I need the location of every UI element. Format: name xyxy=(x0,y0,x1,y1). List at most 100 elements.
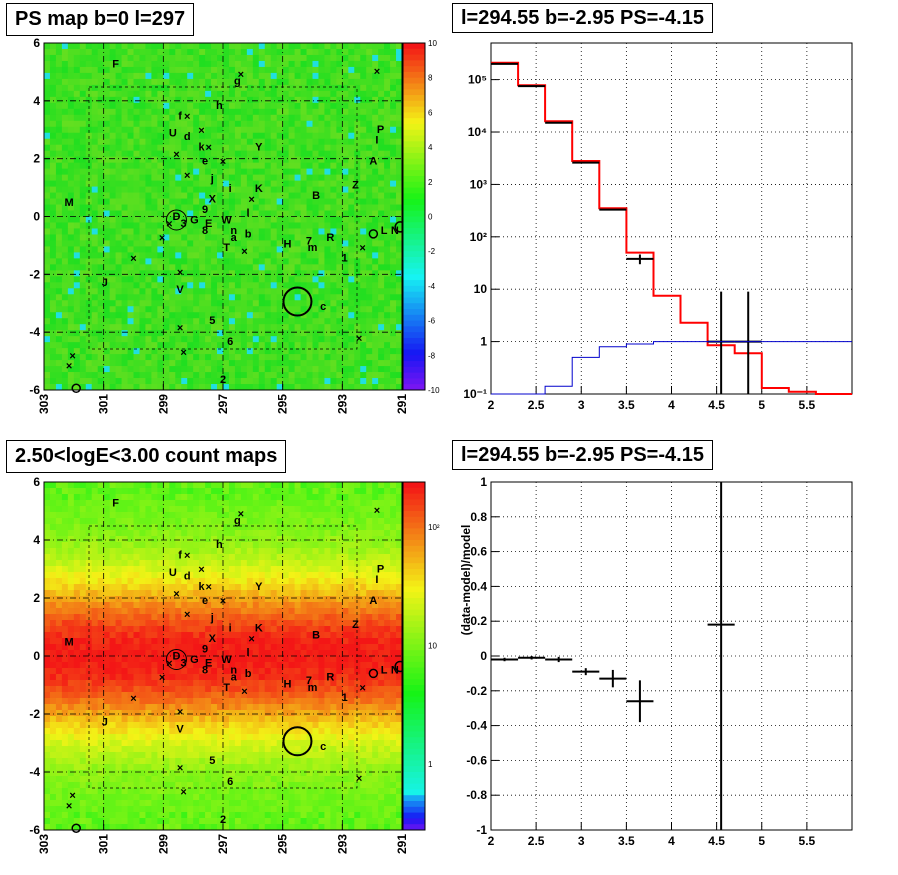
ps-colorbar-label: -6 xyxy=(428,317,436,326)
ps-map-cross-marker: × xyxy=(166,218,172,230)
ps-map-source-label: 9 xyxy=(202,204,208,216)
count-map-source-label: F xyxy=(112,497,119,509)
count-map-cross-marker: × xyxy=(177,762,183,774)
count-map-cross-marker: × xyxy=(205,581,211,593)
ps-map-source-label: U xyxy=(169,128,177,140)
residual-y-tick-label: 0.8 xyxy=(470,510,487,524)
ps-map-y-tick-label: 0 xyxy=(33,210,40,224)
count-map-source-label: J xyxy=(102,717,108,729)
spectrum-x-tick-label: 5 xyxy=(758,398,765,412)
ps-map-source-label: d xyxy=(184,131,191,143)
ps-map-source-label: R xyxy=(326,232,334,244)
count-map-small-circle xyxy=(368,668,379,679)
ps-map-source-label: 3 xyxy=(181,218,187,230)
ps-colorbar xyxy=(403,43,425,391)
count-colorbar-label: 10² xyxy=(428,523,440,532)
residual-x-tick-label: 2 xyxy=(488,834,495,848)
ps-map-cross-marker: × xyxy=(220,156,226,168)
ps-map-source-label: j xyxy=(210,173,214,185)
count-map-cross-marker: × xyxy=(166,658,172,670)
count-map-cross-marker: × xyxy=(220,595,226,607)
ps-map-source-label: F xyxy=(112,58,119,70)
count-map-cross-marker: × xyxy=(374,505,380,517)
ps-map-y-tick-label: 4 xyxy=(33,94,40,108)
count-map-source-label: b xyxy=(245,668,252,680)
count-map-x-tick-label: 303 xyxy=(37,834,51,854)
count-map-source-label: i xyxy=(229,623,232,635)
spectrum-title: l=294.55 b=-2.95 PS=-4.15 xyxy=(452,3,713,33)
ps-map-source-label: l xyxy=(247,208,250,220)
count-map-cross-marker: × xyxy=(184,550,190,562)
ps-colorbar-label: 6 xyxy=(428,108,433,117)
ps-map-source-label: 6 xyxy=(227,336,233,348)
ps-map-source-label: f xyxy=(178,110,182,122)
residual-y-tick-label: -0.4 xyxy=(466,719,487,733)
ps-map-source-label: M xyxy=(64,197,73,209)
ps-colorbar-label: -2 xyxy=(428,247,436,256)
ps-map-source-label: i xyxy=(229,183,232,195)
ps-colorbar-label: -10 xyxy=(428,386,440,395)
ps-map-x-tick-label: 299 xyxy=(156,394,170,414)
ps-map-source-label: 7 xyxy=(306,235,312,247)
count-map-source-label: c xyxy=(320,741,326,753)
residual-y-tick-label: 0.2 xyxy=(470,614,487,628)
count-map-y-tick-label: 4 xyxy=(33,533,40,547)
count-map-cross-marker: × xyxy=(159,672,165,684)
spectrum-y-tick-label: 10⁻¹ xyxy=(463,387,487,401)
count-map-roi-box xyxy=(88,525,358,789)
count-map-source-label: K xyxy=(255,623,263,635)
ps-map-small-circle xyxy=(368,229,379,239)
ps-map-source-label: h xyxy=(216,100,223,112)
count-map-source-label: Y xyxy=(255,581,263,593)
ps-map-source-label: 1 xyxy=(342,253,348,265)
count-map-source-label: G xyxy=(190,654,199,666)
count-map-source-label: I xyxy=(375,574,378,586)
ps-map-cross-marker: × xyxy=(356,333,362,345)
count-colorbar xyxy=(403,482,425,831)
ps-map-source-label: n xyxy=(230,225,237,237)
ps-map-x-tick-label: 297 xyxy=(216,394,230,414)
count-map-cross-marker: × xyxy=(359,682,365,694)
residual-y-tick-label: 0.4 xyxy=(470,579,487,593)
ps-map-cross-marker: × xyxy=(248,194,254,206)
ps-map-cross-marker: × xyxy=(374,66,380,78)
ps-map-cross-marker: × xyxy=(241,246,247,258)
ps-map-source-label: G xyxy=(190,214,199,226)
count-map-heatmap xyxy=(44,482,403,831)
count-map-cross-marker: × xyxy=(241,686,247,698)
ps-map-source-label: D xyxy=(172,211,180,223)
ps-map-heatmap xyxy=(44,43,403,391)
ps-map-source-label: L xyxy=(381,225,388,237)
ps-map-source-label: k xyxy=(198,142,205,154)
ps-map-cross-marker: × xyxy=(69,350,75,362)
ps-map-cross-marker: × xyxy=(359,243,365,255)
spectrum-source-step xyxy=(491,341,852,395)
spectrum-y-tick-label: 1 xyxy=(480,335,487,349)
count-map-cross-marker: × xyxy=(248,634,254,646)
count-map-source-label: 1 xyxy=(342,692,348,704)
ps-map-source-label: V xyxy=(176,284,184,296)
count-map-source-label: L xyxy=(381,664,388,676)
count-map-y-tick-label: -4 xyxy=(29,765,40,779)
ps-map-source-label: N xyxy=(391,225,399,237)
count-map-title: 2.50<logE<3.00 count maps xyxy=(6,440,287,473)
ps-map-cross-marker: × xyxy=(184,111,190,123)
count-map-x-tick-label: 299 xyxy=(156,834,170,854)
residual-y-tick-label: 0.6 xyxy=(470,545,487,559)
residual-x-tick-label: 5.5 xyxy=(799,834,816,848)
count-map-source-label: 2 xyxy=(220,814,226,826)
spectrum-x-tick-label: 4.5 xyxy=(708,398,725,412)
ps-map-x-tick-label: 303 xyxy=(37,394,51,414)
ps-map-cross-marker: × xyxy=(130,253,136,265)
ps-map-source-label: 2 xyxy=(220,374,226,386)
ps-map-cross-marker: × xyxy=(177,267,183,279)
count-map-cross-marker: × xyxy=(66,801,72,813)
ps-map-cross-marker: × xyxy=(205,142,211,154)
count-map-source-label: 6 xyxy=(227,776,233,788)
ps-map-small-circle xyxy=(71,383,81,394)
ps-map-source-label: 8 xyxy=(202,225,208,237)
ps-colorbar-label: -8 xyxy=(428,351,436,360)
residual-x-tick-label: 4.5 xyxy=(708,834,725,848)
ps-map-source-label: B xyxy=(312,190,320,202)
ps-map-source-label: W xyxy=(221,214,232,226)
